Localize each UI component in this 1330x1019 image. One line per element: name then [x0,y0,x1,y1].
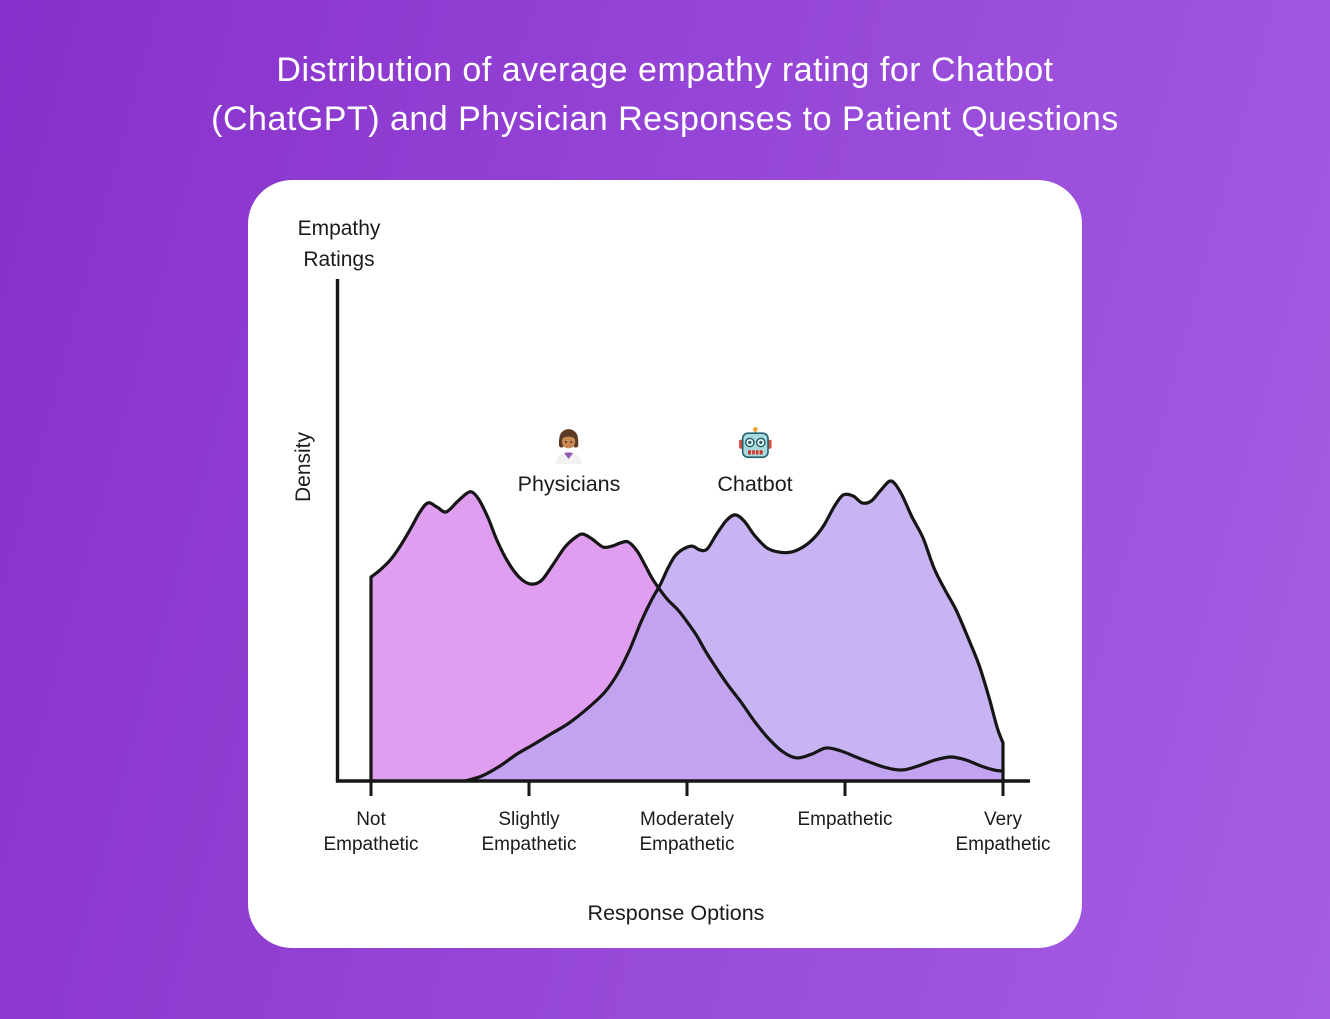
legend-physicians-label: Physicians [517,472,621,496]
chatbot-line [463,479,1005,783]
legend-physicians: Physicians [517,426,621,497]
x-ticks [369,781,1005,796]
density-chart [335,279,1030,796]
physicians-line [369,490,1005,783]
y-axis-title-line2: Ratings [303,248,375,271]
x-axis-title: Response Options [587,901,765,925]
x-tick-label-not-empathetic: Not Empathetic [323,809,419,855]
legend-chatbot-label: Chatbot [717,472,793,496]
x-tick-label-moderately-empathetic: Moderately Empathetic [639,809,735,855]
chart-title-line2: (ChatGPT) and Physician Responses to Pat… [211,100,1119,138]
chatbot-area [465,480,1003,781]
y-axis-title-line1: Empathy [297,217,381,240]
chart-title: Distribution of average empathy rating f… [0,46,1330,144]
woman-health-worker-emoji [550,426,588,469]
x-tick-label-very-empathetic: Very Empathetic [955,809,1051,855]
legend-chatbot: Chatbot [717,426,793,497]
chart-card: Empathy Ratings Density Physicians [248,180,1082,948]
x-tick-label-empathetic: Empathetic [797,809,893,830]
y-axis-label: Density [292,431,315,503]
robot-emoji [736,426,774,469]
x-tick-label-slightly-empathetic: Slightly Empathetic [481,809,577,855]
y-axis-title: Empathy Ratings [298,213,381,275]
chart-title-line1: Distribution of average empathy rating f… [276,51,1054,89]
